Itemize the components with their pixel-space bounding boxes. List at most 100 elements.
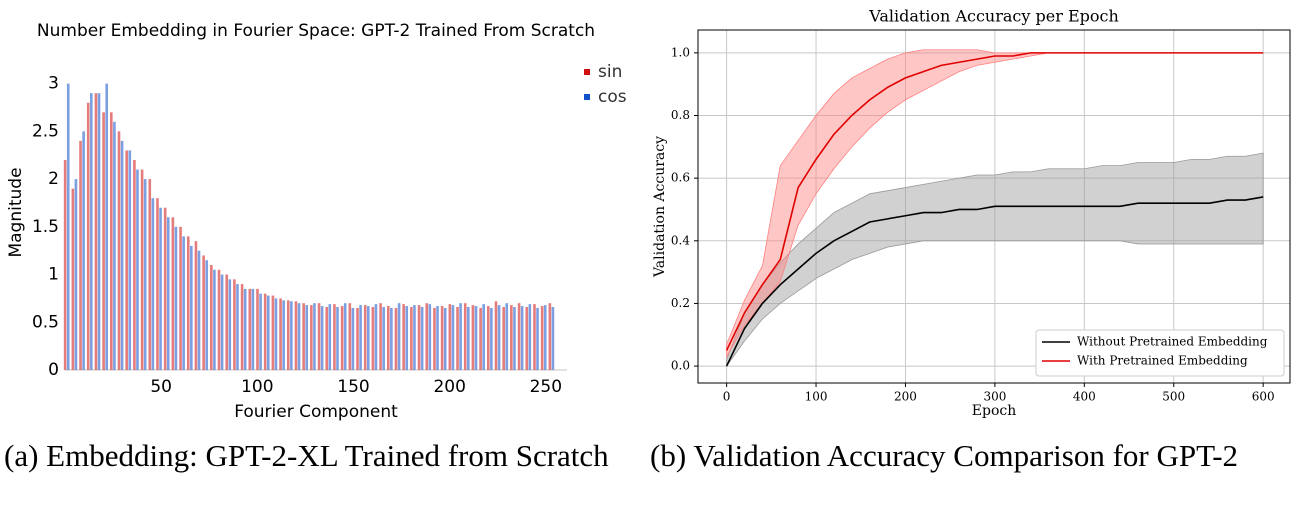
bar: [471, 305, 475, 370]
bar: [251, 288, 255, 370]
y-tick-label: 2: [48, 169, 59, 189]
bar: [328, 304, 332, 370]
bar: [243, 288, 247, 370]
bar: [143, 179, 147, 370]
bar: [210, 265, 213, 370]
bar: [351, 307, 355, 370]
bar: [286, 300, 290, 370]
bar: [513, 307, 516, 370]
y-tick-label: 1.0: [671, 45, 690, 59]
line: [725, 52, 1264, 351]
caption-b: (b) Validation Accuracy Comparison for G…: [650, 438, 1239, 473]
legend-label: With Pretrained Embedding: [1077, 354, 1248, 368]
figure: Number Embedding in Fourier Space: GPT-2…: [6, 7, 1291, 422]
plot-frame: [697, 29, 1291, 384]
bar: [182, 236, 185, 370]
bar: [220, 274, 224, 370]
bar: [390, 307, 393, 370]
bar: [405, 306, 409, 370]
bar: [420, 307, 424, 370]
bar: [410, 307, 413, 370]
bar: [533, 304, 536, 370]
bar: [497, 305, 501, 370]
x-tick-label: 200: [894, 390, 917, 404]
bar: [151, 198, 155, 370]
bar: [433, 307, 436, 370]
bar: [356, 307, 359, 370]
x-tick-label: 400: [1073, 390, 1096, 404]
bar: [386, 306, 390, 370]
x-tick-label: 500: [1162, 390, 1185, 404]
y-tick-label: 2.5: [32, 121, 59, 141]
bar: [397, 303, 401, 370]
bar: [271, 295, 275, 370]
bar: [94, 93, 98, 370]
bar: [97, 93, 101, 370]
bar: [428, 304, 432, 370]
bar: [133, 160, 136, 370]
bar: [213, 269, 216, 370]
x-axis-label: Epoch: [972, 403, 1016, 419]
bar: [86, 102, 90, 371]
bar: [348, 303, 352, 370]
bar: [494, 301, 498, 370]
bar: [456, 307, 459, 370]
bar: [279, 298, 282, 370]
y-tick-label: 0.5: [32, 312, 59, 332]
y-axis-label: Magnitude: [6, 167, 26, 257]
x-tick-label: 150: [337, 377, 369, 397]
bar: [290, 301, 293, 370]
bar: [474, 306, 478, 370]
bar: [236, 284, 239, 370]
bar: [436, 306, 439, 370]
x-tick-label: 300: [983, 390, 1006, 404]
y-tick-label: 0.4: [671, 233, 690, 247]
legend-swatch: [584, 69, 590, 75]
bar: [225, 274, 229, 370]
bar: [297, 303, 301, 370]
bar: [313, 303, 316, 370]
bar: [117, 131, 121, 370]
bar: [120, 140, 124, 370]
bar: [105, 83, 109, 371]
bar: [310, 305, 313, 370]
bar: [194, 241, 198, 370]
bar: [248, 288, 252, 370]
legend-swatch: [584, 94, 590, 100]
bar: [140, 169, 144, 370]
bar: [543, 305, 547, 370]
legend-label: sin: [598, 62, 622, 82]
bar: [528, 304, 532, 370]
bar: [317, 303, 321, 370]
bar: [320, 306, 324, 370]
bar: [136, 169, 139, 370]
bar: [359, 305, 362, 370]
bar: [90, 93, 93, 370]
bar: [148, 179, 152, 370]
bar: [482, 304, 485, 370]
bar: [490, 307, 493, 370]
bar: [128, 150, 132, 370]
bar: [366, 306, 370, 370]
legend-label: cos: [598, 87, 627, 107]
bar: [540, 306, 544, 370]
bar: [156, 198, 159, 370]
y-tick-label: 0: [48, 360, 59, 380]
bar: [205, 260, 209, 370]
bar: [266, 295, 270, 370]
bar: [517, 303, 521, 370]
bar: [505, 303, 509, 370]
bar: [282, 300, 285, 370]
bar: [525, 307, 529, 370]
bar: [217, 269, 221, 370]
bar: [363, 305, 367, 370]
y-tick-label: 3: [48, 74, 59, 94]
bar: [417, 305, 421, 370]
bar: [520, 306, 524, 370]
bar: [374, 304, 378, 370]
bar: [425, 303, 429, 370]
y-tick-label: 1: [48, 265, 59, 285]
x-tick-label: 100: [241, 377, 273, 397]
x-tick-label: 200: [433, 377, 465, 397]
